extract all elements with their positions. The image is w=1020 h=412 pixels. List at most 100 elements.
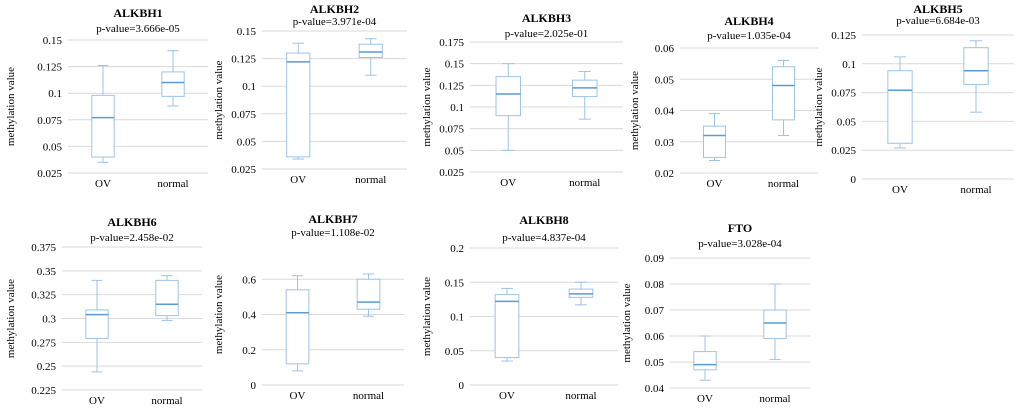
y-tick-label: 0.1 <box>842 59 856 71</box>
y-tick-label: 0.075 <box>831 88 856 100</box>
panel-title: ALKBH3 <box>522 11 571 25</box>
panel-alkbh4: ALKBH4 p-value=1.035e-04 methylation value… <box>629 14 818 190</box>
box-ov <box>887 56 913 149</box>
panel-title: ALKBH8 <box>519 213 568 227</box>
panel-alkbh8: ALKBH8 p-value=4.837e-04 methylation value… <box>421 213 618 402</box>
iqr-box <box>693 351 717 371</box>
y-tick-label: 0 <box>251 380 257 392</box>
y-tick-label: 0.05 <box>445 145 465 157</box>
pvalue-label: p-value=2.458e-02 <box>90 232 173 244</box>
x-category-label: OV <box>89 395 105 407</box>
x-category-label: OV <box>697 393 713 405</box>
y-tick-label: 0.05 <box>237 136 257 148</box>
box-normal <box>763 283 787 360</box>
box-ov <box>91 65 115 163</box>
iqr-box <box>85 309 109 340</box>
box-ov <box>286 42 311 160</box>
iqr-box <box>356 278 381 310</box>
box-ov <box>495 63 521 151</box>
y-tick-label: 0.275 <box>31 337 56 349</box>
y-tick-label: 0.04 <box>655 106 675 118</box>
x-category-label: normal <box>960 184 991 196</box>
x-category-label: OV <box>500 177 516 189</box>
pvalue-label: p-value=1.035e-04 <box>707 30 791 42</box>
panel-alkbh6: ALKBH6 p-value=2.458e-02 methylation value… <box>5 215 202 407</box>
y-tick-label: 0.4 <box>242 310 256 322</box>
y-tick-label: 0.6 <box>242 274 256 286</box>
y-tick-label: 0.15 <box>445 277 465 289</box>
x-category-label: OV <box>290 174 306 186</box>
y-tick-label: 0 <box>459 380 465 392</box>
y-tick-label: 0.325 <box>31 290 56 302</box>
y-tick-label: 0.025 <box>231 164 256 176</box>
y-tick-label: 0.07 <box>645 305 665 317</box>
y-tick-label: 0.025 <box>37 168 62 180</box>
y-axis-label: methylation value <box>813 67 825 146</box>
x-category-label: OV <box>95 178 111 190</box>
box-normal <box>356 273 381 317</box>
box-ov <box>693 335 717 381</box>
box-ov <box>285 275 310 372</box>
y-tick-label: 0.04 <box>645 383 665 395</box>
iqr-box <box>702 125 727 158</box>
x-category-label: OV <box>290 390 306 402</box>
x-category-label: OV <box>892 184 908 196</box>
y-tick-label: 0.1 <box>450 312 464 324</box>
x-category-label: normal <box>768 178 799 190</box>
box-normal <box>155 275 179 321</box>
y-tick-label: 0.05 <box>655 74 675 86</box>
y-tick-label: 0.03 <box>655 137 675 149</box>
y-axis-label: methylation value <box>421 277 433 356</box>
panel-fto: FTO p-value=3.028e-04 methylation value 0.0… <box>621 221 810 405</box>
y-tick-label: 0.1 <box>242 81 256 93</box>
y-tick-label: 0.25 <box>37 361 57 373</box>
y-tick-label: 0.05 <box>645 357 665 369</box>
y-tick-label: 0.15 <box>445 59 465 71</box>
iqr-box <box>963 47 989 86</box>
iqr-box <box>495 76 521 117</box>
y-axis-label: methylation value <box>621 283 633 362</box>
panel-title: ALKBH4 <box>724 14 773 28</box>
y-tick-label: 0.06 <box>655 43 675 55</box>
box-ov <box>85 279 109 373</box>
x-category-label: OV <box>707 178 723 190</box>
y-tick-label: 0.125 <box>439 80 464 92</box>
pvalue-label: p-value=6.684e-03 <box>896 15 980 27</box>
y-tick-label: 0.125 <box>831 30 856 42</box>
y-tick-label: 0.125 <box>37 62 62 74</box>
iqr-box <box>771 66 796 121</box>
y-tick-label: 0.06 <box>645 331 665 343</box>
y-tick-label: 0.09 <box>645 253 665 265</box>
y-tick-label: 0.2 <box>242 345 256 357</box>
y-axis-label: methylation value <box>5 279 17 358</box>
iqr-box <box>887 70 913 144</box>
y-tick-label: 0.025 <box>831 145 856 157</box>
y-tick-label: 0.125 <box>231 54 256 66</box>
box-normal <box>771 60 796 136</box>
box-normal <box>161 50 185 107</box>
y-tick-label: 0.075 <box>231 109 256 121</box>
y-tick-label: 0.075 <box>439 124 464 136</box>
x-category-label: OV <box>499 390 515 402</box>
y-tick-label: 0.1 <box>450 102 464 114</box>
box-normal <box>572 70 598 120</box>
x-category-label: normal <box>565 390 596 402</box>
iqr-box <box>161 71 185 97</box>
iqr-box <box>494 294 520 359</box>
y-tick-label: 0.375 <box>31 242 56 254</box>
iqr-box <box>358 43 383 58</box>
y-tick-label: 0.05 <box>837 116 857 128</box>
box-ov <box>702 113 727 161</box>
panel-alkbh1: ALKBH1 p-value=3.666e-05 methylation value… <box>5 6 208 190</box>
y-tick-label: 0.35 <box>37 266 57 278</box>
box-normal <box>358 38 383 76</box>
iqr-box <box>285 289 310 365</box>
panel-title: FTO <box>728 221 752 235</box>
y-axis-label: methylation value <box>421 67 433 146</box>
y-tick-label: 0.175 <box>439 37 464 49</box>
pvalue-label: p-value=3.666e-05 <box>96 23 180 35</box>
iqr-box <box>763 309 787 340</box>
y-tick-label: 0.05 <box>43 141 63 153</box>
y-tick-label: 0.08 <box>645 279 665 291</box>
